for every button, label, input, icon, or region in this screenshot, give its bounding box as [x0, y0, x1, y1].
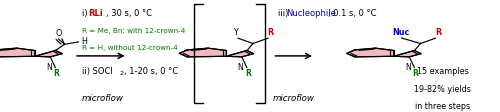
Text: microflow: microflow — [82, 94, 124, 103]
Text: , 1-20 s, 0 °C: , 1-20 s, 0 °C — [124, 67, 178, 76]
Text: microflow: microflow — [273, 94, 315, 103]
Polygon shape — [180, 48, 226, 57]
Text: Nucleophile: Nucleophile — [286, 9, 336, 18]
Text: 2: 2 — [120, 71, 124, 76]
Polygon shape — [394, 51, 421, 57]
Text: 15 examples: 15 examples — [416, 67, 469, 76]
Text: H: H — [81, 37, 87, 46]
Polygon shape — [226, 51, 254, 57]
Text: R: R — [268, 28, 274, 37]
Text: O: O — [56, 29, 62, 38]
Text: R: R — [435, 28, 441, 37]
Polygon shape — [0, 48, 34, 57]
Text: R: R — [412, 69, 418, 78]
Text: N: N — [405, 63, 410, 72]
Text: 19-82% yields: 19-82% yields — [414, 85, 471, 94]
Text: N: N — [238, 63, 243, 72]
Text: R = H, without 12-crown-4: R = H, without 12-crown-4 — [82, 45, 177, 51]
Text: ii) SOCl: ii) SOCl — [82, 67, 112, 76]
Text: , 30 s, 0 °C: , 30 s, 0 °C — [106, 9, 152, 18]
Text: , 0.1 s, 0 °C: , 0.1 s, 0 °C — [328, 9, 376, 18]
Text: R: R — [245, 69, 250, 78]
Text: in three steps: in three steps — [415, 102, 470, 111]
Text: N: N — [46, 63, 52, 72]
Text: R = Me, Bn: with 12-crown-4: R = Me, Bn: with 12-crown-4 — [82, 28, 185, 34]
Text: RLi: RLi — [88, 9, 104, 18]
Text: Y: Y — [233, 28, 238, 37]
Polygon shape — [347, 48, 394, 57]
Text: i): i) — [82, 9, 90, 18]
Polygon shape — [34, 51, 62, 57]
Text: iii): iii) — [278, 9, 290, 18]
Text: Nuc: Nuc — [392, 28, 409, 37]
Text: R: R — [54, 69, 59, 78]
